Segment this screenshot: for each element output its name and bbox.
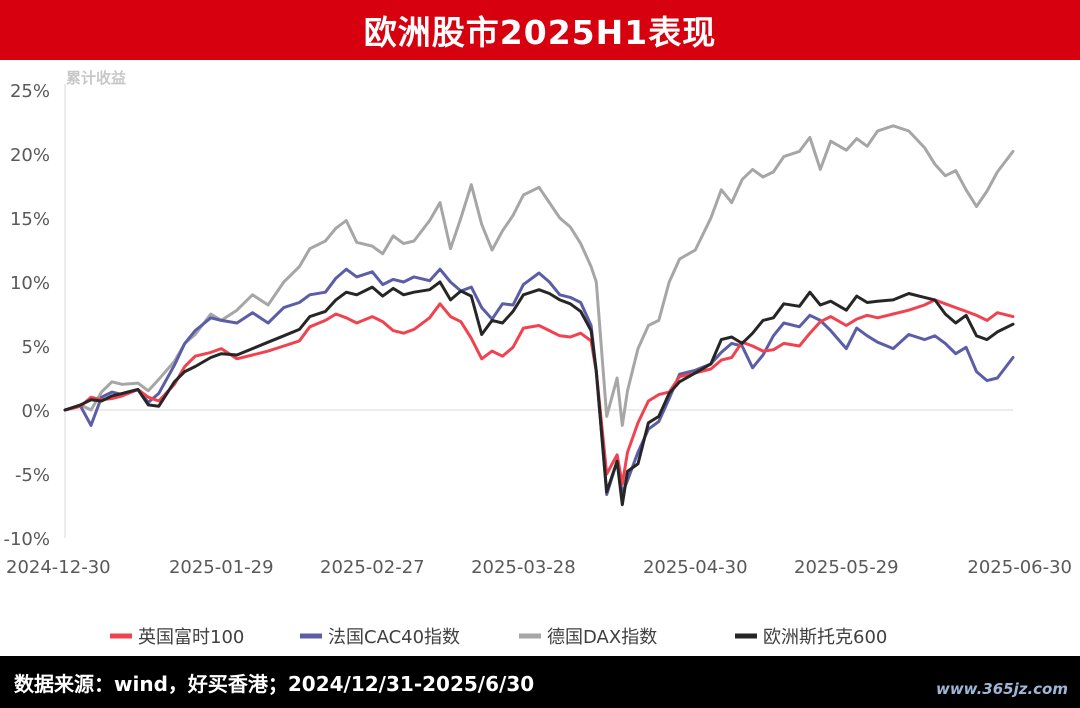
legend-label: 欧洲斯托克600 (763, 627, 887, 648)
y-tick-label: -5% (15, 465, 50, 486)
watermark: www.365jz.com (935, 680, 1068, 698)
title-bar: 欧洲股市2025H1表现 (0, 0, 1080, 60)
legend-label: 法国CAC40指数 (328, 627, 460, 648)
line-chart: 累计收益 25% 20% 15% 10% 5% 0% -5% -10% 2024-12-30 202… (3, 69, 1072, 648)
series-line (63, 280, 1015, 507)
legend-label: 德国DAX指数 (547, 627, 657, 648)
x-tick-label: 2025-05-29 (794, 557, 899, 578)
y-tick-label: 0% (21, 401, 50, 422)
x-tick-label: 2025-03-28 (471, 557, 576, 578)
y-tick-label: 25% (10, 81, 50, 102)
footer-bar: 数据来源：wind，好买香港；2024/12/31-2025/6/30 www.… (0, 656, 1080, 708)
chart-area: 累计收益 25% 20% 15% 10% 5% 0% -5% -10% 2024-12-30 202… (0, 60, 1080, 656)
x-tick-label: 2025-01-29 (169, 557, 274, 578)
series-line (63, 267, 1015, 496)
y-axis-title: 累计收益 (66, 69, 126, 87)
source-note: 数据来源：wind，好买香港；2024/12/31-2025/6/30 (14, 672, 535, 696)
series-line (63, 124, 1015, 427)
y-tick-label: -10% (3, 529, 50, 550)
x-tick-label: 2025-02-27 (320, 557, 425, 578)
x-tick-label: 2025-06-30 (967, 557, 1072, 578)
y-tick-label: 20% (10, 145, 50, 166)
y-tick-label: 5% (21, 337, 50, 358)
y-tick-label: 15% (10, 209, 50, 230)
chart-title: 欧洲股市2025H1表现 (363, 13, 717, 52)
series-line (63, 298, 1015, 486)
y-tick-label: 10% (10, 273, 50, 294)
legend-label: 英国富时100 (138, 627, 244, 648)
x-tick-label: 2024-12-30 (6, 557, 111, 578)
x-tick-label: 2025-04-30 (643, 557, 748, 578)
